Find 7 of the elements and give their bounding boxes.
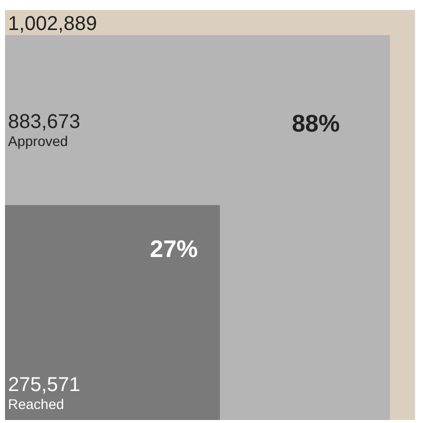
text: 27% xyxy=(150,236,198,263)
category-label: Approved xyxy=(8,133,68,150)
data-label: 883,673 xyxy=(8,111,80,134)
data-label: 1,002,889 xyxy=(8,13,97,35)
text: 88% xyxy=(292,110,340,138)
category-label: Reached xyxy=(8,396,64,412)
data-label: 275,571 xyxy=(8,374,80,396)
